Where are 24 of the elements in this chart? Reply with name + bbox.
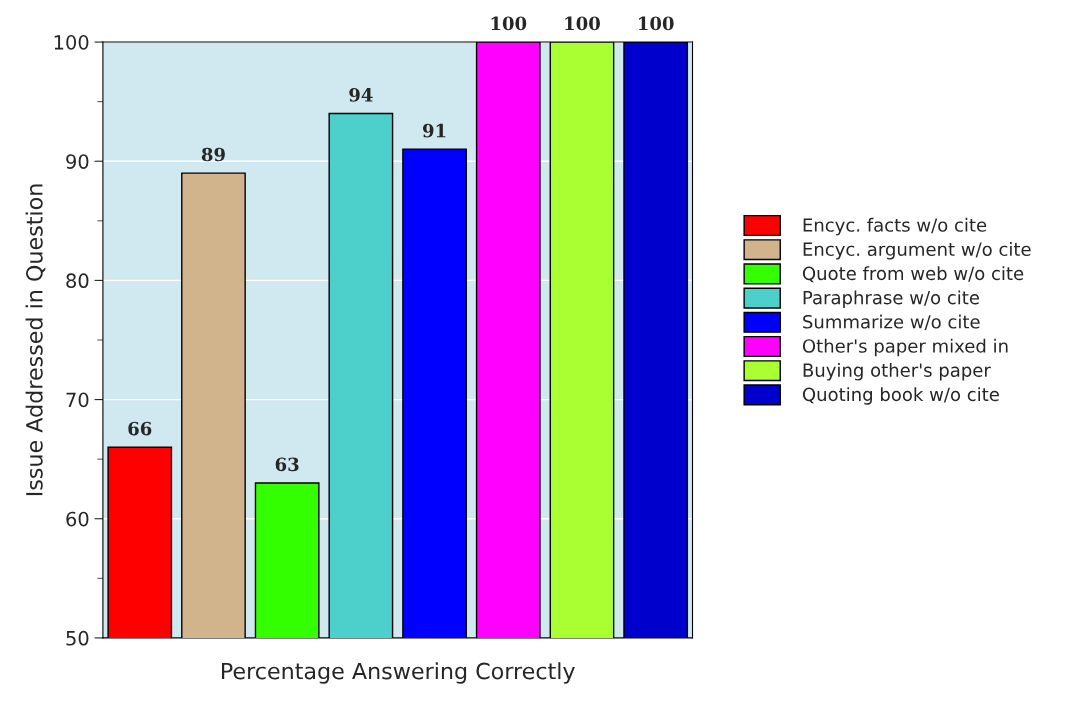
legend-label: Quote from web w/o cite xyxy=(802,266,1024,283)
data-label: 100 xyxy=(639,16,674,31)
y-tick-label: 80 xyxy=(66,273,89,289)
data-label: 94 xyxy=(349,88,373,102)
data-label: 100 xyxy=(565,16,600,31)
y-axis-title: Issue Addressed in Question xyxy=(25,184,46,496)
legend-label: Buying other's paper xyxy=(803,363,991,381)
legend-label: Quoting book w/o cite xyxy=(802,387,999,405)
data-label: 91 xyxy=(422,123,446,138)
y-tick-label: 60 xyxy=(66,511,89,527)
legend-label: Paraphrase w/o cite xyxy=(803,290,979,308)
y-tick-label: 100 xyxy=(54,35,89,50)
legend-label: Encyc. argument w/o cite xyxy=(803,242,1031,260)
x-axis-title: Percentage Answering Correctly xyxy=(222,662,575,684)
data-label: 66 xyxy=(128,421,152,436)
y-tick-label: 50 xyxy=(66,630,89,646)
y-tick-label: 70 xyxy=(66,392,89,408)
legend-label: Encyc. facts w/o cite xyxy=(803,217,987,236)
legend-label: Summarize w/o cite xyxy=(803,314,980,331)
data-label: 63 xyxy=(275,457,299,472)
data-label: 89 xyxy=(201,147,225,162)
legend-label: Other's paper mixed in xyxy=(802,338,1008,357)
y-tick-label: 90 xyxy=(66,154,89,169)
data-label: 100 xyxy=(491,16,527,31)
